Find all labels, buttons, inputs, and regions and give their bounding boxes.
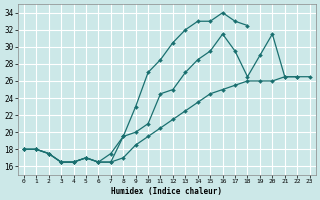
X-axis label: Humidex (Indice chaleur): Humidex (Indice chaleur) bbox=[111, 187, 222, 196]
